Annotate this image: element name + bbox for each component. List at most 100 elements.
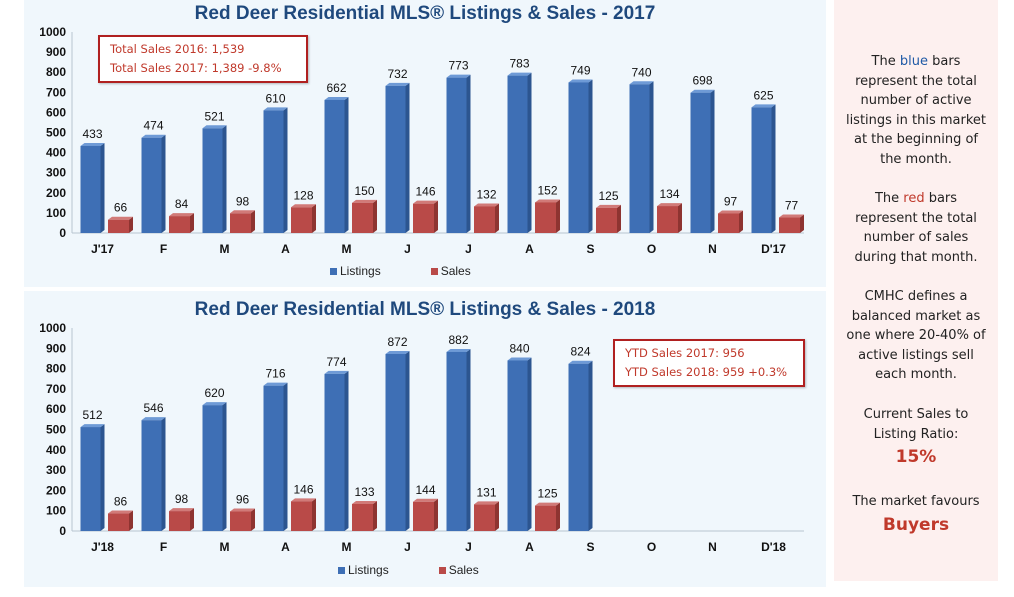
- sidebar-text: The: [871, 54, 900, 69]
- data-label: 732: [387, 67, 407, 81]
- x-tick-label: D'18: [761, 540, 786, 554]
- data-label: 840: [509, 341, 529, 355]
- x-tick-label: J'18: [91, 540, 114, 554]
- chart-2018: 0 100 200 300 400 500 600 700 800 900 1000 J'18 F M A M…: [39, 321, 804, 554]
- data-label: 97: [724, 195, 738, 209]
- sales-bar: [169, 213, 194, 233]
- y-tick-label: 300: [46, 463, 66, 477]
- data-label: 474: [143, 119, 163, 133]
- data-label: 128: [293, 188, 313, 202]
- listings-bar: [141, 417, 166, 531]
- sales-bar: [474, 501, 499, 531]
- x-tick-label: A: [525, 540, 534, 554]
- y-tick-label: 700: [46, 85, 66, 99]
- y-tick-label: 700: [46, 382, 66, 396]
- ratio-label: Current Sales to Listing Ratio:: [863, 407, 969, 442]
- legend-2018: Listings Sales: [338, 563, 479, 577]
- data-label: 521: [204, 109, 224, 123]
- sales-bar: [291, 204, 316, 233]
- data-label: 610: [265, 91, 285, 105]
- data-label: 546: [143, 401, 163, 415]
- market-label: The market favours: [852, 494, 980, 509]
- sales-bar: [779, 214, 804, 233]
- x-tick-label: A: [281, 540, 290, 554]
- x-tick-label: F: [160, 242, 167, 256]
- data-label: 740: [631, 65, 651, 79]
- x-tick-label: M: [220, 242, 230, 256]
- y-tick-label: 0: [59, 226, 66, 240]
- data-label: 749: [570, 63, 590, 77]
- blue-bars-explanation: The blue bars represent the total number…: [842, 52, 990, 169]
- data-label: 66: [114, 201, 128, 215]
- x-tick-label: O: [647, 242, 656, 256]
- x-tick-label: S: [586, 540, 594, 554]
- data-label: 698: [692, 74, 712, 88]
- listings-bar: [80, 142, 105, 233]
- data-label: 134: [659, 187, 679, 201]
- x-tick-label: M: [220, 540, 230, 554]
- y-tick-label: 500: [46, 126, 66, 140]
- chart-2017: 0 100 200 300 400 500 600 700 800 900 1000 J'17 F M A M…: [39, 25, 804, 256]
- legend-2017: Listings Sales: [330, 264, 471, 278]
- listings-bar: [751, 104, 776, 233]
- y-tick-label: 500: [46, 423, 66, 437]
- legend-item-listings: Listings: [338, 563, 389, 577]
- y-tick-label: 100: [46, 206, 66, 220]
- x-tick-label: M: [342, 540, 352, 554]
- data-label: 625: [753, 88, 773, 102]
- data-label: 620: [204, 386, 224, 400]
- annotation-line: Total Sales 2017: 1,389 -9.8%: [110, 61, 282, 75]
- data-label: 433: [82, 127, 102, 141]
- listings-bar: [446, 74, 471, 233]
- listings-bar: [324, 96, 349, 233]
- listings-bar: [263, 107, 288, 233]
- listings-bar: [202, 402, 227, 531]
- listings-bar: [507, 357, 532, 531]
- data-label: 152: [537, 183, 557, 197]
- x-tick-label: N: [708, 242, 717, 256]
- y-tick-label: 1000: [39, 321, 66, 335]
- cmhc-definition: CMHC defines a balanced market as one wh…: [846, 289, 986, 382]
- y-tick-label: 0: [59, 524, 66, 538]
- data-label: 125: [598, 189, 618, 203]
- data-label: 716: [265, 367, 285, 381]
- sales-bar: [230, 508, 255, 531]
- data-label: 84: [175, 197, 189, 211]
- data-label: 773: [448, 59, 468, 73]
- sales-bar: [413, 498, 438, 531]
- x-tick-label: M: [342, 242, 352, 256]
- x-tick-label: F: [160, 540, 167, 554]
- legend-label-listings: Listings: [340, 264, 381, 278]
- x-tick-label: O: [647, 540, 656, 554]
- y-tick-label: 200: [46, 483, 66, 497]
- listings-bar: [263, 382, 288, 531]
- listings-bar: [446, 348, 471, 531]
- data-label: 98: [236, 194, 250, 208]
- annotation-line: Total Sales 2016: 1,539: [110, 42, 245, 56]
- legend-swatch-sales: [438, 566, 446, 574]
- sales-bar: [291, 498, 316, 531]
- legend-label-sales: Sales: [440, 264, 471, 278]
- data-label: 86: [114, 495, 128, 509]
- chart-title-2018: Red Deer Residential MLS® Listings & Sal…: [194, 299, 656, 320]
- legend-item-sales: Sales: [430, 264, 471, 278]
- data-label: 882: [448, 333, 468, 347]
- data-label: 96: [236, 493, 250, 507]
- data-label: 662: [326, 81, 346, 95]
- legend-swatch-sales: [430, 267, 438, 275]
- listings-bar: [141, 134, 166, 233]
- sales-bar: [535, 199, 560, 233]
- data-label: 150: [354, 184, 374, 198]
- listings-bar: [629, 81, 654, 233]
- y-tick-label: 300: [46, 166, 66, 180]
- data-label: 824: [570, 345, 590, 359]
- sales-bar: [474, 203, 499, 233]
- annotation-box-2017: Total Sales 2016: 1,539 Total Sales 2017…: [98, 35, 308, 83]
- y-tick-label: 900: [46, 45, 66, 59]
- y-tick-label: 600: [46, 402, 66, 416]
- data-label: 132: [476, 187, 496, 201]
- x-tick-label: J: [404, 242, 411, 256]
- data-label: 872: [387, 335, 407, 349]
- listings-bar: [568, 79, 593, 234]
- sidebar-text: bars represent the total number of activ…: [845, 54, 987, 167]
